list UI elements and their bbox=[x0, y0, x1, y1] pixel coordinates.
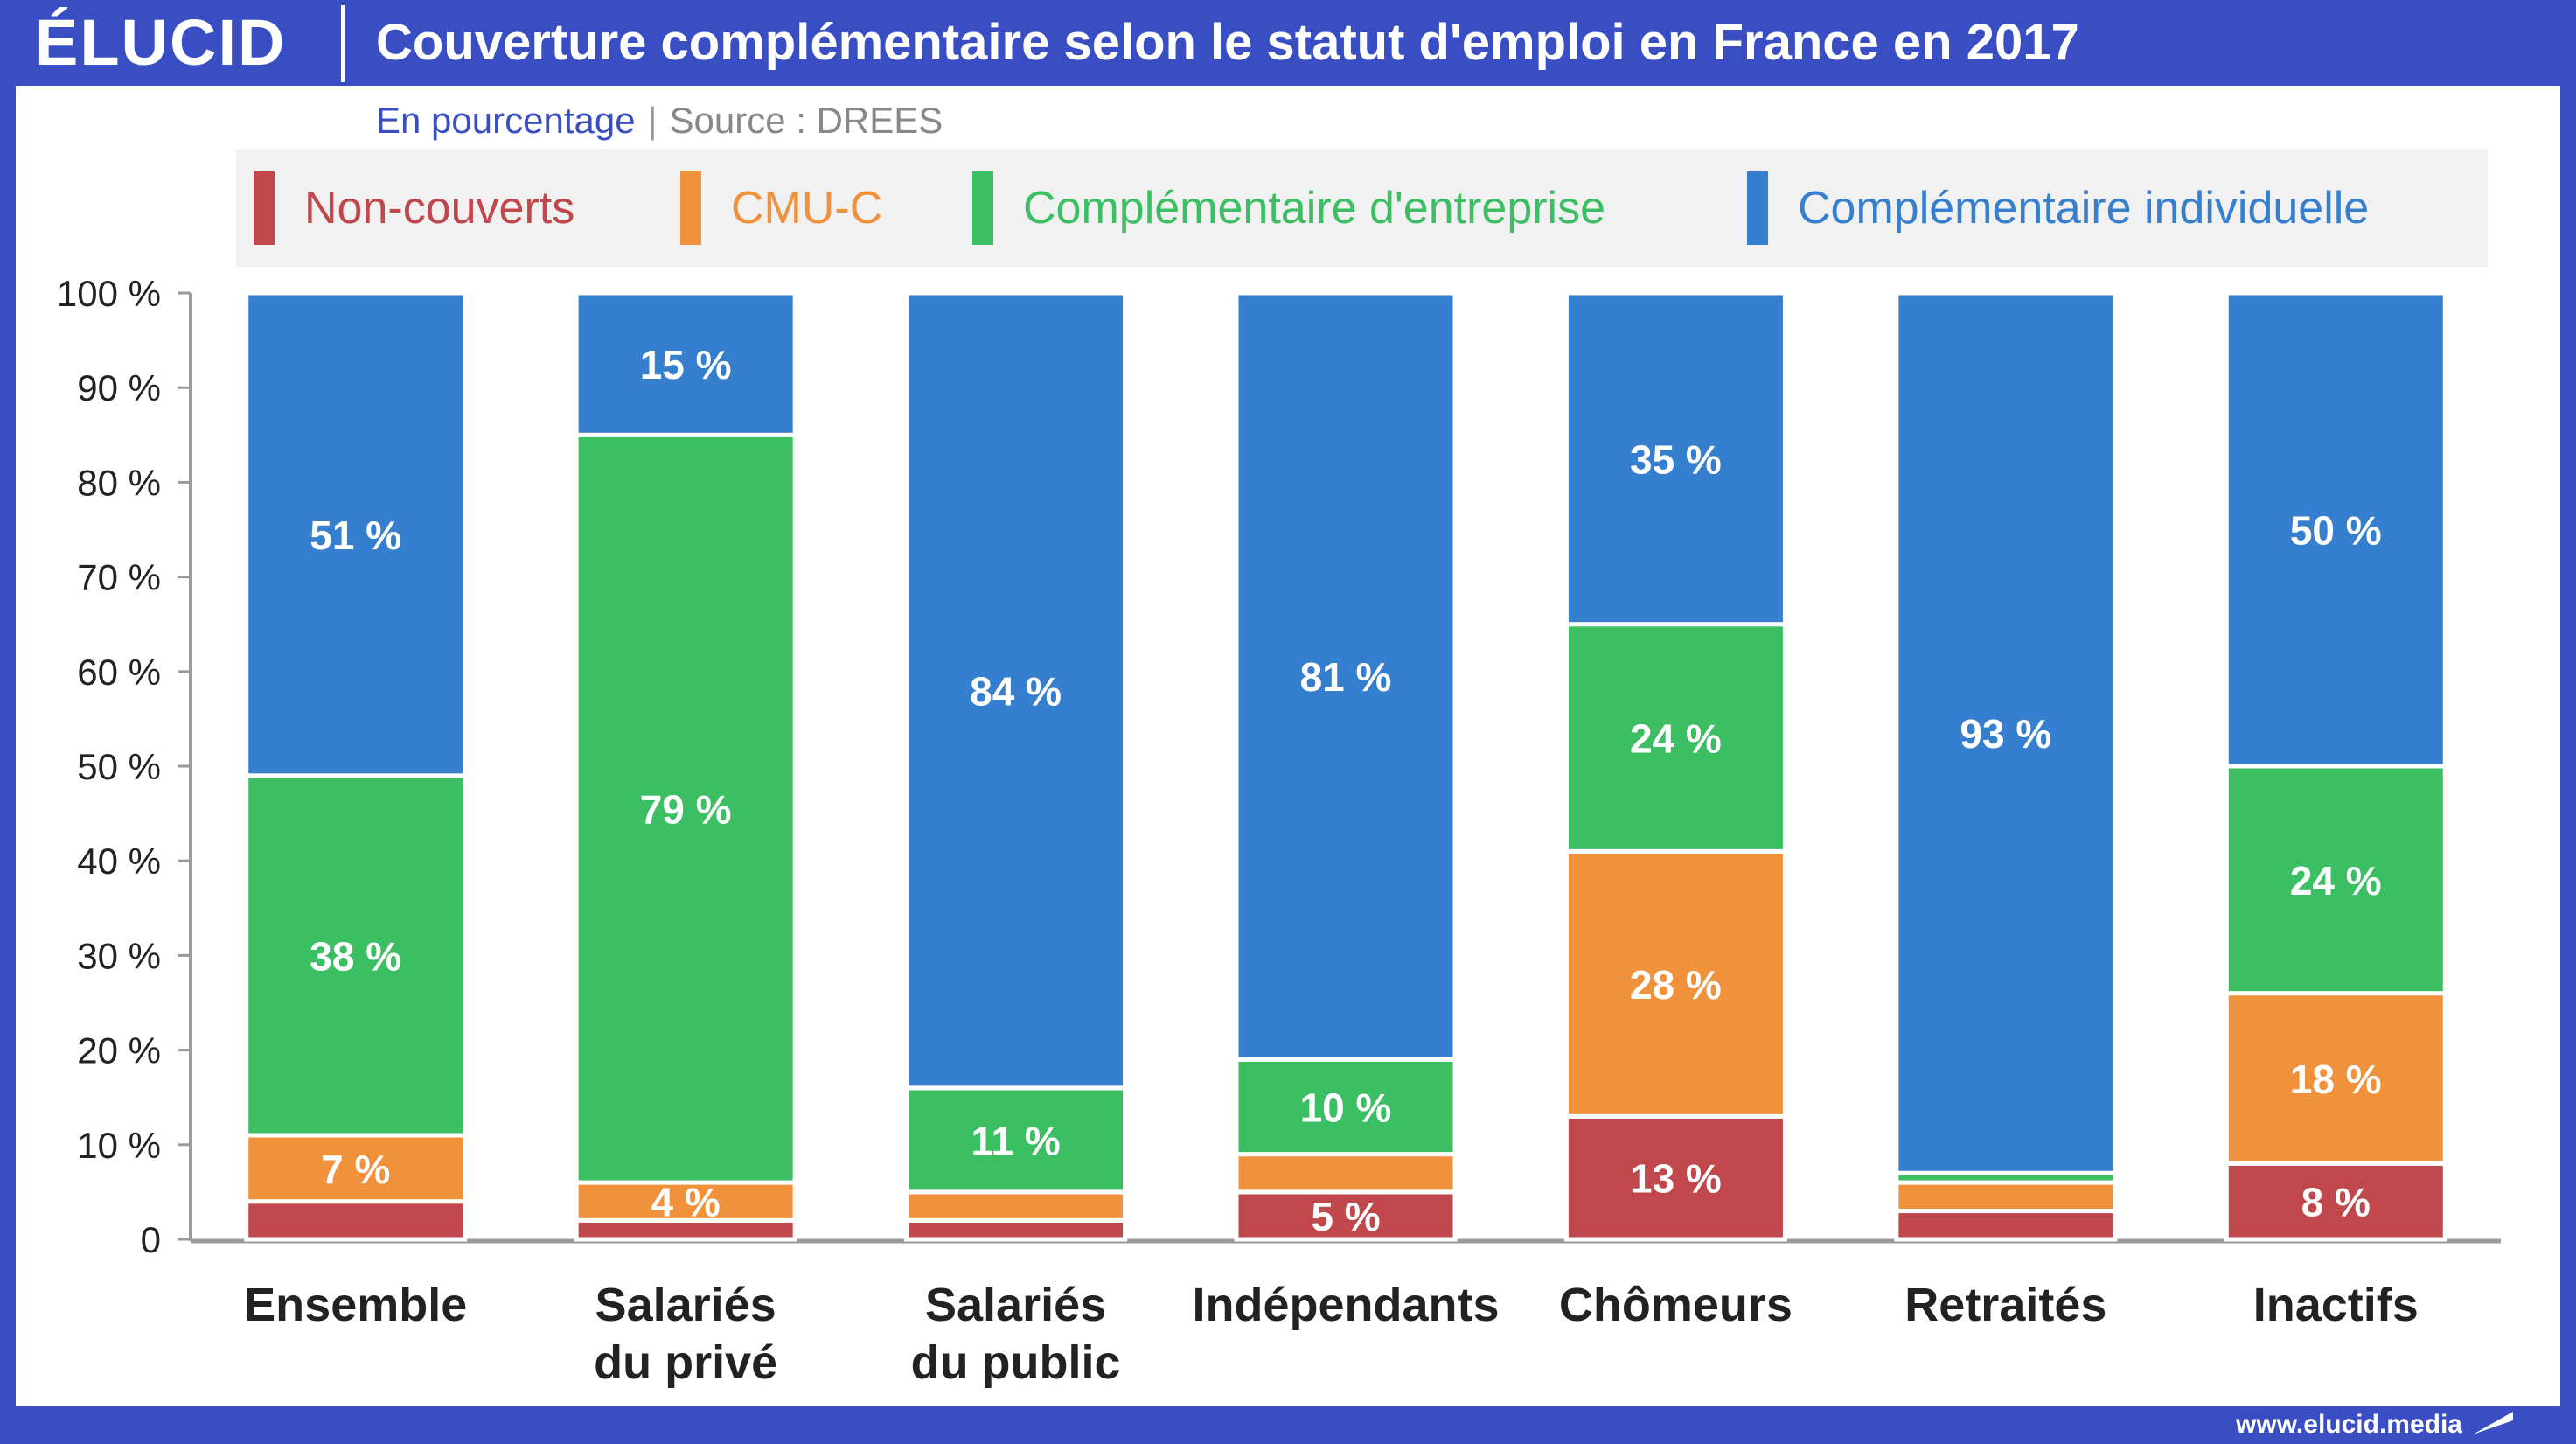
bar-segment bbox=[574, 1180, 797, 1223]
y-tick-label: 0 bbox=[141, 1219, 161, 1260]
x-tick-label: Ensemble bbox=[244, 1279, 467, 1331]
footer-bar: www.elucid.media bbox=[0, 1406, 2576, 1444]
header-bar: ÉLUCID Couverture complémentaire selon l… bbox=[0, 0, 2576, 86]
y-tick-label: 90 % bbox=[77, 367, 161, 408]
bar-segment bbox=[1234, 1189, 1458, 1242]
bar-segment bbox=[1894, 290, 2118, 1175]
data-label: 28 % bbox=[1630, 962, 1722, 1008]
data-label: 24 % bbox=[2290, 858, 2382, 903]
data-label: 79 % bbox=[640, 787, 732, 833]
footer-url[interactable]: www.elucid.media bbox=[2236, 1410, 2462, 1439]
legend-swatch-non-couverts bbox=[254, 171, 275, 245]
legend-label-entreprise: Complémentaire d'entreprise bbox=[1023, 183, 1606, 234]
y-tick-label: 40 % bbox=[77, 841, 161, 882]
bar-segment bbox=[574, 290, 797, 437]
bar-segment bbox=[1894, 1209, 2118, 1242]
data-label: 15 % bbox=[640, 342, 732, 387]
bar-segment bbox=[244, 290, 468, 778]
x-tick-label: Indépendants bbox=[1192, 1279, 1499, 1331]
data-label: 51 % bbox=[310, 513, 401, 558]
y-tick-label: 80 % bbox=[77, 462, 161, 503]
bar-segment bbox=[244, 1133, 468, 1204]
bar-segment bbox=[244, 1199, 468, 1242]
data-label: 10 % bbox=[1300, 1085, 1392, 1131]
legend-label-cmu-c: CMU-C bbox=[731, 183, 883, 234]
legend-label-non-couverts: Non-couverts bbox=[304, 183, 575, 234]
bar-segment bbox=[1563, 290, 1787, 627]
unit-label: En pourcentage bbox=[376, 100, 636, 141]
y-tick-label: 60 % bbox=[77, 652, 161, 693]
source-label: Source : DREES bbox=[669, 100, 943, 141]
chart-subtitle: En pourcentage | Source : DREES bbox=[376, 96, 943, 145]
y-tick-label: 50 % bbox=[77, 746, 161, 787]
legend-swatch-entreprise bbox=[972, 171, 993, 245]
bar-segment bbox=[2224, 1161, 2447, 1242]
subtitle-separator: | bbox=[647, 100, 658, 141]
data-label: 11 % bbox=[971, 1118, 1060, 1163]
data-label: 84 % bbox=[970, 668, 1062, 714]
bar-segment bbox=[904, 1189, 1128, 1223]
x-tick-label: Salariés bbox=[595, 1279, 776, 1331]
data-label: 13 % bbox=[1630, 1156, 1722, 1202]
bar-segment bbox=[574, 432, 797, 1185]
bar-segment bbox=[1563, 1113, 1787, 1242]
data-label: 24 % bbox=[1630, 716, 1722, 762]
y-tick-label: 20 % bbox=[77, 1030, 161, 1071]
bar-segment bbox=[904, 290, 1128, 1091]
bar-segment bbox=[1563, 622, 1787, 854]
data-label: 7 % bbox=[321, 1147, 390, 1192]
data-label: 93 % bbox=[1960, 711, 2051, 757]
data-label: 18 % bbox=[2290, 1057, 2382, 1102]
y-tick-label: 10 % bbox=[77, 1125, 161, 1166]
data-label: 81 % bbox=[1300, 654, 1392, 700]
legend-swatch-cmu-c bbox=[680, 171, 701, 245]
data-label: 8 % bbox=[2301, 1180, 2371, 1225]
bar-segment bbox=[1234, 1152, 1458, 1195]
y-tick-label: 30 % bbox=[77, 935, 161, 976]
x-tick-label: Inactifs bbox=[2253, 1279, 2419, 1331]
bar-segment bbox=[1563, 848, 1787, 1119]
x-tick-label: du public bbox=[911, 1336, 1121, 1389]
bar-segment bbox=[2224, 290, 2447, 769]
data-label: 5 % bbox=[1311, 1194, 1380, 1239]
bar-segment bbox=[1894, 1180, 2118, 1214]
chart-title: Couverture complémentaire selon le statu… bbox=[376, 14, 2079, 71]
x-tick-label: Retraités bbox=[1904, 1279, 2106, 1331]
y-tick-label: 100 % bbox=[57, 273, 161, 314]
x-tick-label: Chômeurs bbox=[1559, 1279, 1793, 1331]
bar-segment bbox=[1234, 290, 1458, 1062]
bar-segment bbox=[244, 773, 468, 1138]
elucid-logo: ÉLUCID bbox=[35, 6, 287, 79]
elucid-mark-icon bbox=[2473, 1412, 2513, 1434]
y-tick-label: 70 % bbox=[77, 557, 161, 598]
x-tick-label: du privé bbox=[594, 1336, 777, 1389]
legend-label-individuelle: Complémentaire individuelle bbox=[1798, 183, 2370, 234]
legend-swatch-individuelle bbox=[1747, 171, 1768, 245]
chart-legend: Non-couverts CMU-C Complémentaire d'entr… bbox=[236, 149, 2488, 267]
data-label: 35 % bbox=[1630, 436, 1722, 482]
bar-segment bbox=[904, 1085, 1128, 1195]
x-tick-label: Salariés bbox=[925, 1279, 1106, 1331]
bar-segment bbox=[904, 1217, 1128, 1242]
data-label: 38 % bbox=[310, 933, 401, 979]
data-label: 4 % bbox=[651, 1180, 721, 1225]
data-label: 50 % bbox=[2290, 508, 2382, 554]
header-divider bbox=[341, 5, 345, 82]
